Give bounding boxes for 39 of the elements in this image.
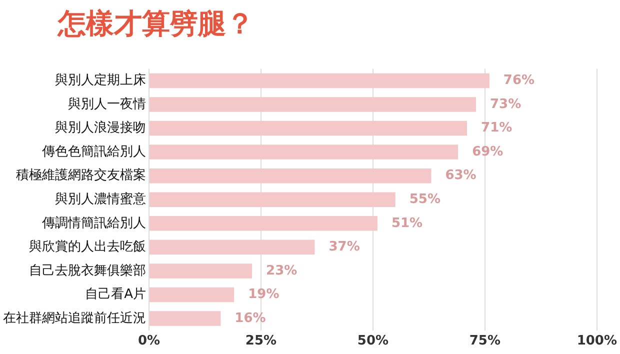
y-tick-label: 與別人一夜情	[68, 96, 146, 112]
data-label: 55%	[409, 192, 440, 207]
bar	[150, 73, 490, 88]
y-tick-label: 與別人濃情蜜意	[55, 190, 146, 207]
chart-title: 怎樣才算劈腿？	[58, 6, 254, 42]
bar	[150, 240, 315, 255]
y-tick-label: 傳色色簡訊給別人	[41, 144, 146, 160]
data-label: 71%	[481, 120, 512, 136]
data-label: 73%	[490, 96, 522, 112]
bar	[150, 192, 396, 207]
x-tick-label: 0%	[138, 334, 160, 349]
data-label: 16%	[234, 310, 266, 326]
y-tick-label: 傳調情簡訊給別人	[41, 216, 146, 231]
x-tick-label: 25%	[245, 334, 277, 349]
bar	[150, 287, 234, 302]
y-tick-label: 與別人定期上床	[55, 73, 146, 88]
x-tick-label: 50%	[357, 334, 389, 349]
data-label: 23%	[266, 263, 298, 278]
data-label: 19%	[248, 287, 280, 302]
data-label: 69%	[472, 144, 504, 160]
y-tick-label: 積極維護網路交友檔案	[16, 167, 146, 184]
bar	[150, 120, 468, 136]
y-tick-label: 與欣賞的人出去吃飯	[29, 240, 146, 255]
x-tick-label: 100%	[576, 334, 618, 349]
bar	[150, 311, 221, 326]
data-label: 51%	[391, 216, 423, 231]
y-tick-label: 與別人浪漫接吻	[55, 120, 146, 136]
x-tick-label: 75%	[469, 334, 500, 349]
bar	[150, 264, 252, 278]
data-label: 63%	[445, 168, 476, 184]
y-tick-label: 自己看A片	[85, 287, 146, 302]
data-label: 76%	[503, 73, 535, 88]
bar	[150, 168, 432, 184]
data-label: 37%	[328, 240, 360, 255]
y-tick-label: 自己去脫衣舞俱樂部	[29, 263, 146, 278]
bar	[150, 97, 476, 112]
y-tick-label: 在社群網站追蹤前任近況	[3, 310, 146, 326]
bar	[150, 216, 378, 231]
bar	[150, 144, 458, 160]
